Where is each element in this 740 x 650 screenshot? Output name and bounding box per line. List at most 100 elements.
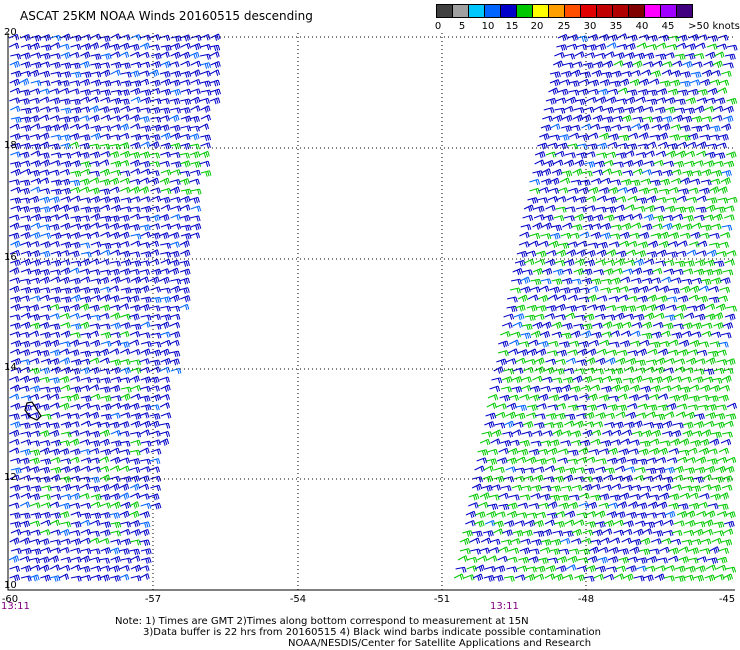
wind-barb [59,249,70,257]
wind-barb [643,574,654,582]
wind-barb [69,62,81,70]
wind-barb [19,206,30,213]
wind-barb [630,330,641,338]
wind-barb [139,429,151,436]
wind-barb [139,565,150,572]
wind-barb [540,485,552,492]
wind-barb [60,483,72,492]
wind-barb [574,314,586,321]
wind-barb [89,404,101,411]
wind-barb [545,565,556,573]
wind-barb [80,251,92,258]
wind-barb [647,187,659,194]
wind-barb [512,421,524,428]
wind-barb [109,268,120,276]
wind-barb [514,520,526,527]
wind-barb [80,537,91,545]
wind-barb [625,96,636,104]
wind-barb [718,241,729,248]
wind-barb [677,295,689,303]
wind-barb [10,402,21,411]
wind-barb [148,177,160,185]
wind-barb [687,349,699,356]
wind-barb [139,160,151,168]
wind-barb [79,358,91,365]
wind-barb [673,465,684,474]
wind-barb [39,430,50,438]
wind-barb [39,188,51,195]
wind-barb [586,348,597,356]
wind-barb [79,215,90,222]
wind-barb [588,449,600,456]
wind-barb [528,548,540,555]
wind-barb [617,87,628,95]
wind-barb [10,240,21,248]
wind-barb [180,188,192,196]
wind-barb [19,501,31,508]
wind-barb [50,439,62,447]
wind-barb [110,395,122,402]
wind-barb [592,421,604,428]
wind-barb [59,448,70,456]
wind-barb [631,322,643,329]
wind-barb [684,107,695,115]
wind-barb [725,413,737,420]
wind-barb [561,322,573,330]
wind-barb [637,241,649,249]
wind-barb [708,242,720,249]
wind-barb [170,214,181,221]
wind-barb [524,358,536,366]
wind-barb [138,493,150,500]
wind-barb [100,69,111,77]
wind-barb [701,484,712,491]
wind-barb [711,537,722,545]
wind-barb [139,107,151,114]
lat-label-20: 20 [4,27,17,38]
map-title: ASCAT 25KM NOAA Winds 20160515 descendin… [20,9,313,23]
wind-barb [576,249,587,257]
wind-barb [120,348,131,355]
wind-barb [590,429,602,437]
wind-barb [554,150,565,158]
wind-barb [190,43,202,51]
wind-barb [628,394,640,402]
wind-barb [119,62,131,69]
wind-barb [600,278,612,285]
time-label-right: 13:11 [490,601,519,612]
wind-barb [119,268,131,276]
wind-barb [80,71,92,78]
wind-barb [560,332,572,340]
wind-barb [579,179,591,187]
wind-barb [479,492,490,500]
wind-barb [59,204,70,212]
wind-barb [502,322,513,329]
wind-barb [651,170,663,177]
wind-barb [521,269,533,276]
wind-barb [514,259,526,267]
wind-barb [703,106,715,113]
wind-barb [60,142,72,150]
wind-barb [634,520,646,527]
wind-barb [564,206,576,213]
wind-barb [566,458,578,465]
wind-barb [130,196,141,203]
wind-barb [724,313,736,321]
wind-barb [658,34,669,42]
wind-barb [696,510,707,518]
wind-barb [29,502,41,509]
wind-barb [120,412,131,419]
wind-barb [624,106,635,114]
wind-barb [129,178,141,185]
wind-barb [160,204,171,211]
wind-barb [649,438,660,445]
wind-barb [570,69,581,77]
wind-barb [169,358,180,366]
wind-barb [60,322,71,329]
wind-barb [510,331,521,338]
wind-barb [149,232,161,240]
wind-barb [118,98,130,106]
wind-barb [559,177,571,185]
wind-barb [88,160,100,168]
wind-barb [60,107,72,115]
wind-barb [595,458,607,465]
